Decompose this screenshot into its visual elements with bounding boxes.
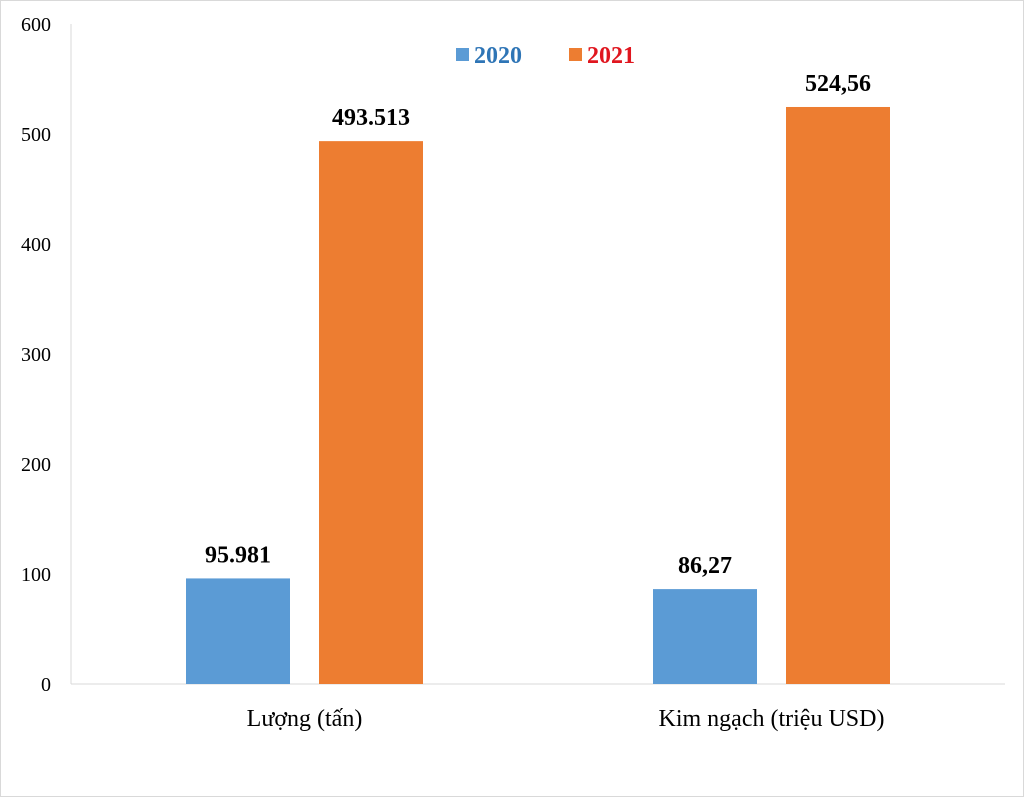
- legend: 2020 2021: [456, 43, 635, 69]
- data-labels: 95.981 493.513 86,27 524,56: [205, 71, 871, 579]
- bar-2021-kim-ngach: [786, 106, 890, 684]
- bar-2021-luong: [319, 141, 423, 685]
- data-label: 524,56: [805, 71, 871, 97]
- y-tick-label: 500: [21, 124, 51, 146]
- bar-2020-kim-ngach: [653, 589, 757, 684]
- x-category-label: Kim ngạch (triệu USD): [659, 706, 885, 732]
- bars: [186, 106, 890, 685]
- data-label: 95.981: [205, 542, 271, 568]
- data-label: 86,27: [678, 553, 732, 579]
- y-tick-label: 300: [21, 344, 51, 366]
- y-tick-label: 100: [21, 564, 51, 586]
- legend-label: 2021: [587, 43, 635, 69]
- x-category-label: Lượng (tấn): [247, 706, 363, 732]
- bar-2020-luong: [186, 578, 290, 684]
- legend-swatch: [569, 48, 582, 61]
- y-tick-label: 600: [21, 14, 51, 36]
- y-axis-ticks: 0 100 200 300 400 500 600: [21, 14, 51, 696]
- data-label: 493.513: [332, 105, 410, 131]
- x-axis-labels: Lượng (tấn) Kim ngạch (triệu USD): [247, 706, 885, 732]
- legend-swatch: [456, 48, 469, 61]
- y-tick-label: 0: [41, 674, 51, 696]
- y-tick-label: 200: [21, 454, 51, 476]
- legend-label: 2020: [474, 43, 522, 69]
- y-tick-label: 400: [21, 234, 51, 256]
